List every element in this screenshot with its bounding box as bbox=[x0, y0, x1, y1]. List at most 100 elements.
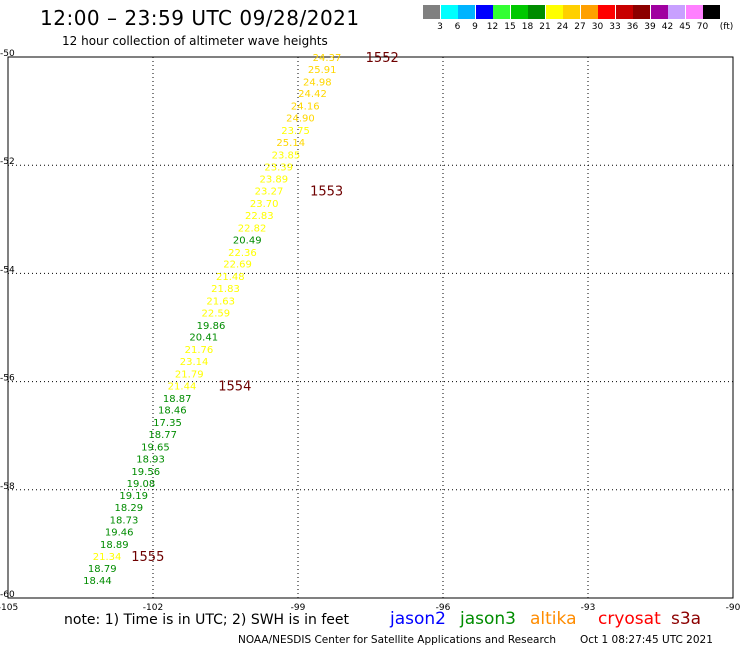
lat-tick-label: -54 bbox=[0, 265, 15, 275]
wave-height-value: 21.34 bbox=[93, 552, 122, 563]
legend-swatch bbox=[528, 5, 545, 19]
wave-height-value: 25.14 bbox=[276, 138, 305, 149]
wave-height-value: 23.75 bbox=[281, 126, 310, 137]
lon-tick-label: -102 bbox=[143, 603, 163, 613]
lon-tick-label: -90 bbox=[726, 603, 740, 613]
pass-time-label: 1554 bbox=[218, 379, 251, 394]
wave-height-value: 23.89 bbox=[260, 175, 289, 186]
wave-height-value: 20.41 bbox=[189, 333, 218, 344]
map-frame bbox=[7, 56, 734, 599]
legend-swatch bbox=[703, 5, 720, 19]
legend-label: 3 bbox=[437, 22, 443, 32]
legend-swatch bbox=[668, 5, 685, 19]
wave-height-value: 23.70 bbox=[250, 199, 279, 210]
wave-height-value: 25.91 bbox=[308, 65, 337, 76]
lat-tick-label: -56 bbox=[0, 374, 15, 384]
wave-height-value: 21.83 bbox=[211, 284, 240, 295]
wave-height-value: 24.98 bbox=[303, 77, 332, 88]
legend-swatch bbox=[650, 5, 668, 19]
satellite-label: cryosat bbox=[598, 609, 661, 629]
legend-swatch bbox=[598, 5, 615, 19]
wave-height-value: 18.79 bbox=[88, 564, 117, 575]
lat-tick-label: -58 bbox=[0, 482, 15, 492]
legend-label: 6 bbox=[454, 22, 461, 32]
lon-tick-label: -99 bbox=[291, 603, 306, 613]
wave-height-value: 24.16 bbox=[291, 102, 320, 113]
legend-label: 70 bbox=[696, 22, 709, 32]
legend-unit: (ft) bbox=[719, 22, 734, 32]
wave-height-value: 18.29 bbox=[115, 503, 144, 514]
legend-swatch bbox=[563, 5, 580, 19]
wave-height-value: 24.42 bbox=[298, 89, 327, 100]
satellite-label: altika bbox=[530, 609, 577, 629]
wave-height-value: 22.36 bbox=[228, 248, 257, 259]
legend-swatch bbox=[685, 5, 703, 19]
wave-height-value: 20.49 bbox=[233, 235, 262, 246]
wave-height-value: 18.46 bbox=[158, 406, 187, 417]
lon-tick-label: -96 bbox=[436, 603, 451, 613]
wave-height-value: 18.89 bbox=[100, 540, 129, 551]
wave-height-value: 23.14 bbox=[180, 357, 209, 368]
legend-swatch bbox=[580, 5, 598, 19]
lat-tick-label: -50 bbox=[0, 49, 15, 59]
wave-height-value: 21.44 bbox=[168, 381, 197, 392]
legend-label: 39 bbox=[644, 22, 656, 32]
legend-swatch bbox=[615, 5, 633, 19]
legend-swatch bbox=[475, 5, 493, 19]
wave-height-value: 22.82 bbox=[238, 223, 267, 234]
credit-line: NOAA/NESDIS Center for Satellite Applica… bbox=[238, 634, 556, 646]
wave-height-value: 24.37 bbox=[313, 53, 342, 64]
wave-height-value: 22.83 bbox=[245, 211, 274, 222]
wave-height-value: 19.46 bbox=[105, 527, 134, 538]
footer-note: note: 1) Time is in UTC; 2) SWH is in fe… bbox=[64, 612, 350, 628]
lon-tick-label: -93 bbox=[581, 603, 596, 613]
wave-height-value: 24.90 bbox=[286, 114, 315, 125]
legend-label: 9 bbox=[472, 22, 478, 32]
wave-height-value: 17.35 bbox=[153, 418, 182, 429]
wave-height-value: 18.93 bbox=[136, 454, 165, 465]
wave-height-value: 18.77 bbox=[148, 430, 177, 441]
legend-label: 24 bbox=[556, 22, 569, 32]
legend-label: 18 bbox=[521, 22, 534, 32]
wave-height-value: 21.79 bbox=[175, 369, 204, 380]
legend-label: 12 bbox=[486, 22, 499, 32]
legend-swatch bbox=[440, 5, 458, 19]
wave-height-value: 19.56 bbox=[131, 467, 160, 478]
wave-height-value: 23.27 bbox=[255, 187, 284, 198]
legend-swatch bbox=[423, 5, 440, 19]
wave-height-value: 19.65 bbox=[141, 443, 170, 454]
legend-label: 21 bbox=[539, 22, 551, 32]
wave-height-value: 23.39 bbox=[264, 162, 293, 173]
pass-time-label: 1552 bbox=[366, 51, 399, 66]
wave-height-value: 18.73 bbox=[110, 516, 139, 527]
wave-height-value: 18.87 bbox=[163, 394, 192, 405]
wave-height-value: 23.85 bbox=[272, 150, 301, 161]
legend-swatch bbox=[545, 5, 563, 19]
legend-label: 27 bbox=[574, 22, 586, 32]
legend-swatch bbox=[633, 5, 650, 19]
lat-tick-label: -60 bbox=[0, 590, 15, 600]
satellite-label: jason2 bbox=[390, 609, 446, 629]
legend-label: 45 bbox=[679, 22, 691, 32]
pass-time-label: 1555 bbox=[131, 550, 164, 565]
satellite-label: jason3 bbox=[460, 609, 516, 629]
legend-label: 42 bbox=[661, 22, 674, 32]
legend-swatch bbox=[510, 5, 528, 19]
lat-tick-label: -52 bbox=[0, 157, 15, 167]
pass-time-label: 1553 bbox=[310, 185, 343, 200]
wave-height-value: 18.44 bbox=[83, 576, 112, 587]
page-subtitle: 12 hour collection of altimeter wave hei… bbox=[62, 34, 328, 48]
lon-tick-label: -105 bbox=[0, 603, 18, 613]
satellite-label: s3a bbox=[671, 609, 702, 629]
wave-height-value: 22.69 bbox=[223, 260, 252, 271]
legend-label: 15 bbox=[504, 22, 516, 32]
legend-label: 30 bbox=[591, 22, 604, 32]
legend-swatch bbox=[458, 5, 475, 19]
wave-height-value: 19.08 bbox=[127, 479, 156, 490]
legend-swatch bbox=[493, 5, 510, 19]
wave-height-value: 22.59 bbox=[202, 308, 231, 319]
wave-height-value: 19.19 bbox=[119, 491, 148, 502]
wave-height-value: 19.86 bbox=[197, 321, 226, 332]
legend-label: 36 bbox=[626, 22, 639, 32]
